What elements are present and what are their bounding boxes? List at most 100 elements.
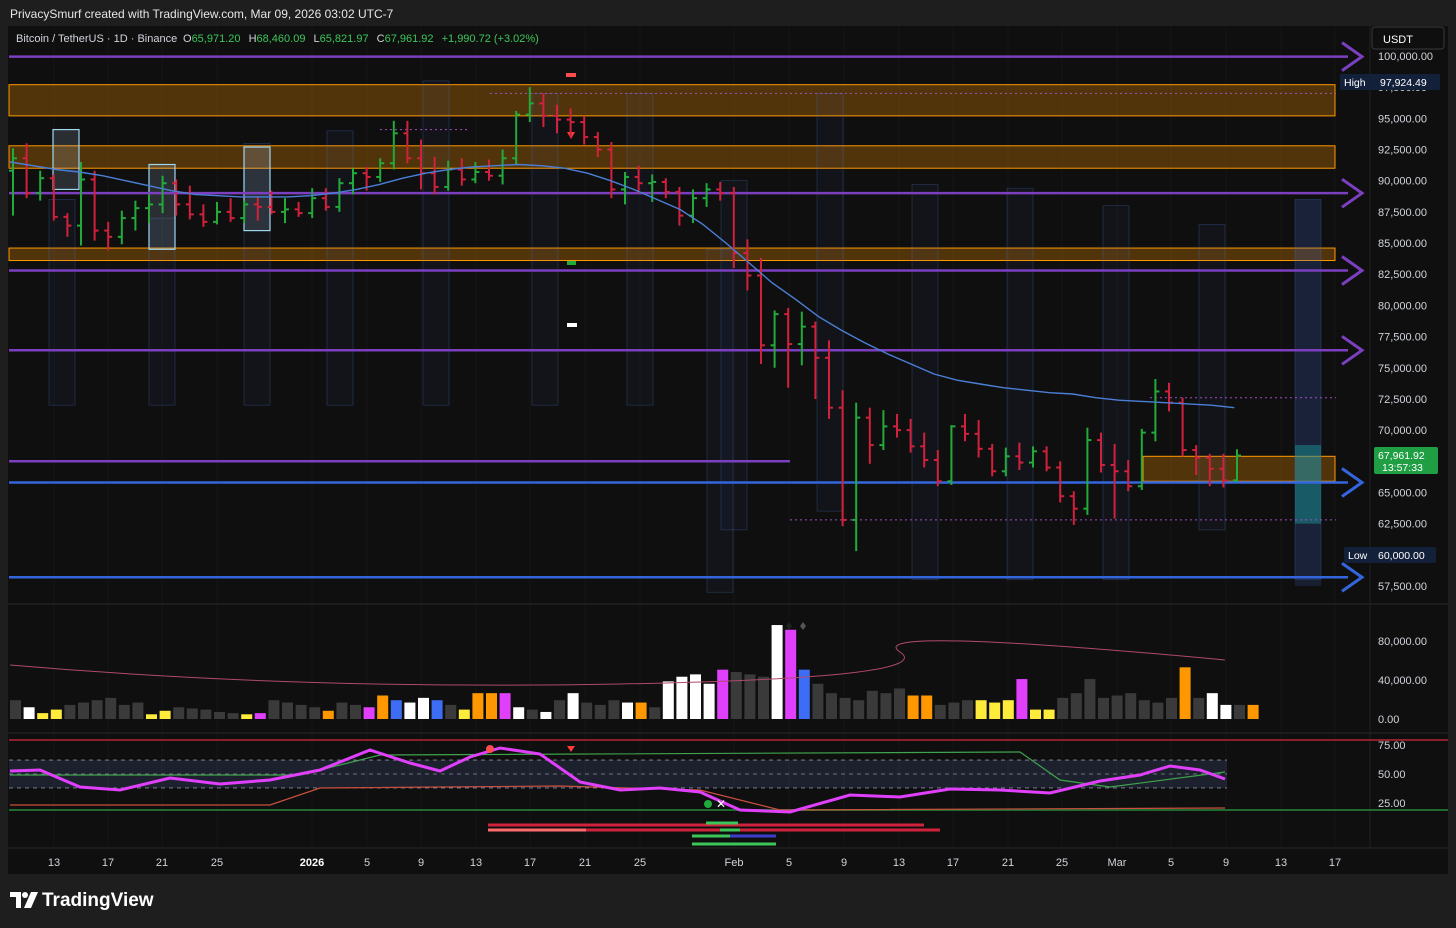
- volume-bar: [839, 697, 851, 719]
- bar-countdown: 13:57:33: [1382, 462, 1423, 474]
- volume-bar: [1166, 697, 1177, 719]
- volume-bar: [132, 702, 144, 719]
- volume-bar: [458, 709, 470, 719]
- price-axis[interactable]: 100,000.0097,500.0095,000.0092,500.0090,…: [1378, 51, 1433, 593]
- time-tick-label: 13: [470, 857, 482, 869]
- price-tick-label: 75,000.00: [1378, 363, 1427, 375]
- volume-bar: [730, 672, 742, 719]
- volume-bar: [662, 681, 674, 719]
- time-tick-label: 5: [364, 857, 370, 869]
- signal-column: [1294, 199, 1322, 581]
- signal-column: [816, 93, 844, 512]
- down-triangle-icon: [567, 746, 575, 752]
- volume-bar: [1043, 709, 1055, 719]
- volume-bar: [771, 625, 783, 719]
- high-value: 68,460.09: [257, 33, 306, 45]
- volume-bar: [962, 700, 973, 719]
- volume-bar: [785, 629, 797, 719]
- volume-bar: [975, 700, 987, 719]
- price-tick-label: 65,000.00: [1378, 487, 1427, 499]
- level-arrow-icon: [1341, 177, 1365, 209]
- signal-column: [626, 93, 654, 406]
- price-tick-label: 82,500.00: [1378, 269, 1427, 281]
- price-tick-label: 70,000.00: [1378, 425, 1427, 437]
- signal-column: [531, 93, 559, 406]
- rsi-tick-label: 25.00: [1378, 798, 1406, 810]
- volume-bar: [295, 704, 307, 719]
- price-tick-label: 95,000.00: [1378, 113, 1427, 125]
- low-label: L: [314, 33, 320, 45]
- volume-bar: [703, 683, 715, 719]
- volume-bar: [431, 700, 443, 719]
- time-tick-label: 9: [418, 857, 424, 869]
- rsi-line: [9, 746, 1226, 814]
- signal-column: [706, 248, 734, 593]
- volume-bar: [1247, 704, 1259, 719]
- volume-bar: [445, 704, 457, 719]
- volume-bar: [989, 702, 1001, 719]
- time-tick-label: 21: [579, 857, 591, 869]
- time-axis[interactable]: 13 17 21 25 2026 5 9 13 17 21 25 Feb 5 9 13 17 21 25 Mar 5 9…: [48, 857, 1341, 869]
- volume-bars: 80,000.00 40,000.00 0.00: [9, 622, 1427, 726]
- change-value: +1,990.72 (+3.02%): [442, 33, 539, 45]
- time-tick-label: Feb: [725, 857, 744, 869]
- high-badge: High 97,924.49: [1340, 74, 1440, 90]
- volume-bar: [1220, 704, 1232, 719]
- volume-bar: [1206, 693, 1218, 719]
- rsi-dot-icon: [486, 745, 494, 753]
- time-tick-label: 13: [893, 857, 905, 869]
- time-tick-label: 25: [211, 857, 223, 869]
- volume-bar: [934, 704, 946, 719]
- candles: [9, 87, 1241, 552]
- symbol-label[interactable]: Bitcoin / TetherUS · 1D · Binance: [16, 33, 177, 45]
- time-tick-label: 5: [786, 857, 792, 869]
- volume-bar: [186, 708, 198, 719]
- volume-bar: [853, 700, 865, 719]
- level-arrow-icon: [1341, 41, 1365, 72]
- price-tick-label: 62,500.00: [1378, 519, 1427, 531]
- marker: [567, 323, 577, 327]
- volume-bar: [581, 702, 593, 719]
- marker: [566, 73, 576, 77]
- volume-bar: [241, 714, 253, 719]
- open-value: 65,971.20: [192, 33, 241, 45]
- volume-bar: [594, 704, 606, 719]
- volume-tick-label: 0.00: [1378, 714, 1399, 726]
- volume-bar: [227, 713, 239, 719]
- time-tick-label: 17: [102, 857, 114, 869]
- supply-demand-zones: [8, 80, 1336, 593]
- volume-bar: [1098, 697, 1109, 719]
- attribution-bar: PrivacySmurf created with TradingView.co…: [0, 0, 1456, 26]
- close-value: 67,961.92: [385, 33, 434, 45]
- currency-badge-label: USDT: [1383, 34, 1413, 46]
- low-value: 65,821.97: [320, 33, 369, 45]
- volume-bar: [200, 709, 212, 719]
- volume-bar: [91, 700, 103, 719]
- volume-bar: [622, 702, 633, 719]
- tradingview-brand: TradingView: [42, 890, 154, 911]
- highlight-box: [52, 128, 80, 191]
- volume-bar: [23, 707, 35, 719]
- volume-bar: [10, 700, 21, 719]
- volume-bar: [1016, 679, 1028, 719]
- volume-bar: [1179, 667, 1191, 719]
- volume-bar: [921, 695, 933, 719]
- currency-badge[interactable]: [1371, 26, 1445, 50]
- open-label: O: [183, 33, 192, 45]
- volume-bar: [105, 697, 117, 719]
- volume-bar: [418, 697, 429, 719]
- projection-box: [1295, 445, 1321, 524]
- volume-bar: [1057, 697, 1069, 719]
- supply-zone: [1142, 455, 1336, 482]
- volume-bar: [635, 702, 647, 719]
- time-tick-label: 5: [1168, 857, 1174, 869]
- volume-bar: [377, 695, 389, 719]
- volume-bar: [1193, 697, 1205, 719]
- volume-bar: [1138, 700, 1150, 719]
- high-badge-label: High: [1344, 77, 1366, 89]
- volume-bar: [1125, 693, 1137, 719]
- volume-bar: [350, 704, 361, 719]
- time-tick-label: 13: [48, 857, 60, 869]
- volume-bar: [118, 704, 130, 719]
